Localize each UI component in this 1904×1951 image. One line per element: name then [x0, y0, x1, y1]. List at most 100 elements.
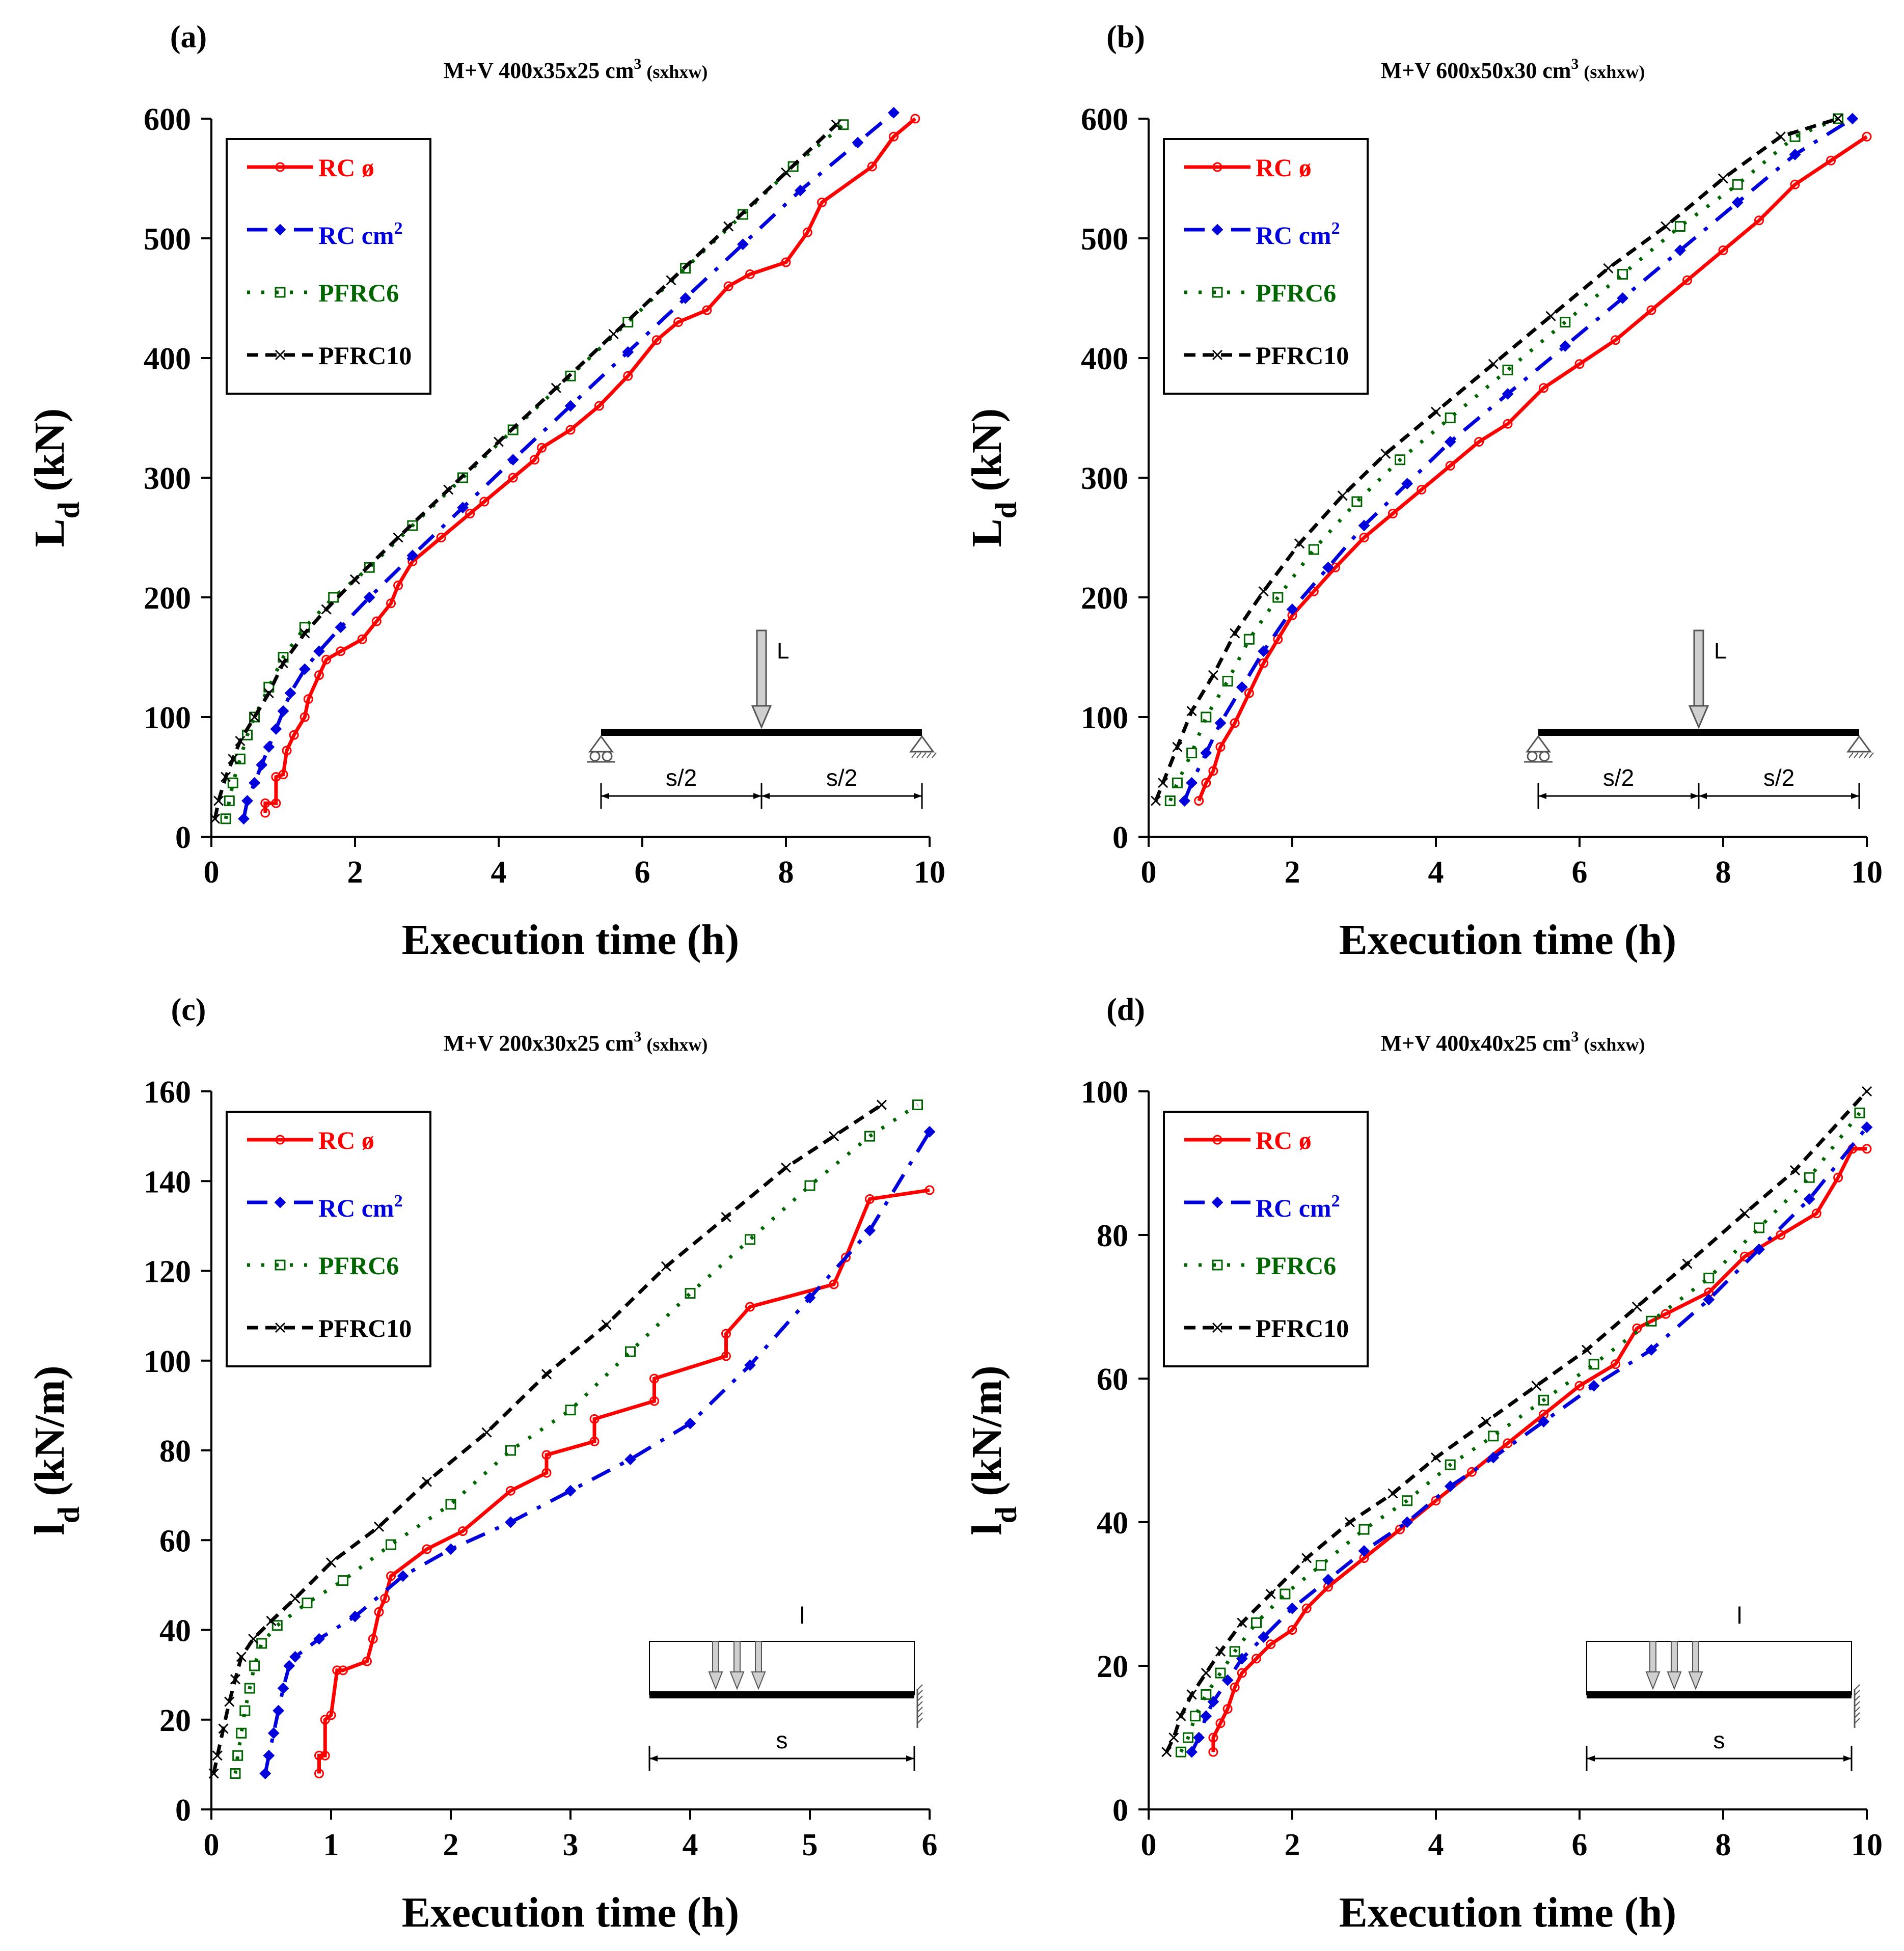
data-point — [745, 1234, 755, 1245]
data-point — [422, 1544, 432, 1554]
y-tick-label: 100 — [144, 1344, 191, 1379]
data-point — [1503, 1438, 1513, 1448]
data-point — [1811, 1208, 1821, 1219]
data-point — [1430, 406, 1441, 417]
data-point — [876, 1100, 887, 1110]
data-point — [232, 1750, 243, 1761]
data-point — [1559, 340, 1571, 352]
data-point — [1502, 365, 1513, 375]
legend-box — [1163, 1111, 1369, 1367]
data-point — [1617, 269, 1628, 280]
y-tick-label: 40 — [1097, 1506, 1128, 1541]
y-tick-label: 600 — [144, 102, 191, 137]
data-point — [1445, 1459, 1456, 1470]
data-point — [1790, 179, 1800, 189]
data-point — [721, 1351, 731, 1361]
data-point — [224, 795, 235, 806]
data-point — [290, 1593, 301, 1604]
data-point — [1265, 1588, 1276, 1600]
data-point — [249, 711, 260, 723]
data-point — [649, 1396, 659, 1406]
data-point — [780, 167, 792, 178]
legend-label-text: RC cm — [318, 1194, 394, 1222]
data-point — [457, 472, 468, 483]
x-tick-label: 6 — [635, 855, 650, 890]
data-point — [335, 621, 347, 634]
data-point — [263, 741, 275, 753]
data-point — [1301, 1553, 1312, 1563]
y-tick-label: 60 — [1097, 1362, 1128, 1397]
data-point — [1358, 1545, 1370, 1557]
legend-label-text: PFRC6 — [318, 1251, 399, 1280]
data-point — [249, 711, 260, 723]
data-point — [1574, 1381, 1585, 1391]
data-point — [1445, 413, 1456, 423]
data-point — [1193, 1732, 1205, 1744]
data-point — [1183, 1732, 1194, 1743]
data-point — [1258, 586, 1269, 597]
y-tick-label: 40 — [159, 1614, 191, 1648]
data-point — [1481, 1416, 1491, 1427]
data-point — [1168, 1732, 1179, 1743]
data-point — [1221, 1674, 1234, 1686]
data-point — [1430, 1452, 1441, 1463]
data-point — [804, 1180, 815, 1191]
load-arrow-head — [1688, 705, 1709, 729]
load-label: l — [1737, 1602, 1742, 1629]
load-arrow-head — [1667, 1671, 1682, 1690]
data-point — [721, 1329, 731, 1339]
legend-label-text: RC ø — [1256, 153, 1312, 182]
load-arrow-head — [751, 705, 772, 729]
legend-label: RC ø — [318, 153, 374, 182]
data-point — [238, 813, 250, 825]
x-tick-label: 2 — [443, 1828, 459, 1862]
data-point — [321, 654, 332, 665]
data-point — [457, 502, 469, 514]
data-point — [224, 1696, 235, 1707]
x-tick-label: 10 — [1851, 1828, 1883, 1862]
data-point — [1646, 1315, 1657, 1327]
data-point — [332, 1665, 342, 1675]
load-block — [1586, 1641, 1852, 1695]
dimension-arrowhead — [649, 1755, 658, 1762]
series-rc_cm2 — [1186, 1121, 1873, 1758]
data-point — [314, 670, 324, 680]
fixed-support-hatch — [1854, 1690, 1860, 1696]
data-point — [380, 1593, 390, 1604]
data-point — [1186, 777, 1198, 789]
series-rc_cm2 — [238, 106, 900, 825]
data-point — [867, 161, 877, 172]
x-axis-label: Execution time (h) — [1339, 1889, 1677, 1936]
data-point — [1208, 670, 1218, 680]
data-point — [218, 1723, 229, 1734]
legend-entry: RC cm2 — [247, 219, 403, 250]
data-point — [421, 1476, 432, 1487]
legend-entry: RC ø — [247, 153, 374, 182]
data-point — [923, 1125, 936, 1138]
fixed-support-hatch — [1854, 1718, 1860, 1724]
legend-label: PFRC6 — [1256, 1251, 1336, 1280]
data-point — [1682, 1258, 1693, 1269]
legend-label-text: PFRC6 — [1256, 1251, 1336, 1280]
y-tick-label: 80 — [159, 1434, 191, 1469]
data-point — [1474, 437, 1484, 447]
data-point — [1388, 1488, 1398, 1499]
data-point — [1337, 490, 1348, 501]
data-point — [1417, 485, 1427, 494]
data-point — [1200, 747, 1212, 759]
y-axis-label-unit: (kN/m) — [963, 1365, 1011, 1496]
data-point — [1538, 1416, 1549, 1428]
chart-panel: (b)M+V 600x50x30 cm3 (sxhxw)0 2 4 6 8 10010020… — [963, 20, 1883, 964]
y-axis-label-main: l — [963, 1523, 1011, 1535]
legend-entry: RC cm2 — [247, 1192, 403, 1222]
x-tick-label: 2 — [1285, 855, 1300, 890]
legend-entry: PFRC6 — [247, 279, 399, 307]
x-axis-label: Execution time (h) — [1339, 916, 1677, 964]
data-point — [1230, 628, 1240, 639]
data-point — [277, 705, 289, 717]
data-point — [1222, 1704, 1233, 1714]
y-tick-label: 20 — [159, 1703, 191, 1738]
data-point — [1395, 454, 1405, 465]
data-point — [912, 1099, 923, 1110]
data-point — [371, 616, 382, 626]
